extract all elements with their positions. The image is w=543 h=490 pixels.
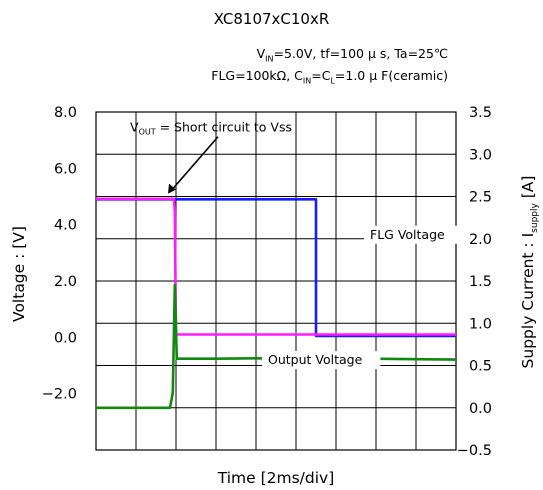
- right-tick-label: 2.5: [469, 190, 492, 206]
- annotation-label: Output Voltage: [268, 352, 363, 367]
- left-tick-label: 0.0: [54, 330, 77, 346]
- series-line-output-voltage: [96, 197, 456, 336]
- left-tick-label: 4.0: [54, 218, 77, 234]
- right-tick-label: 1.5: [469, 274, 492, 290]
- annotation-bg: [262, 351, 381, 370]
- left-tick-label: 2.0: [54, 274, 77, 290]
- annotation-bg: [364, 225, 460, 244]
- y-axis-label-left: Voltage : [V]: [10, 226, 28, 322]
- chart-title: XC8107xC10xR: [213, 10, 330, 28]
- left-tick-label: 6.0: [54, 161, 77, 177]
- test-conditions-line-2: FLG=100kΩ, CIN=CL=1.0 µ F(ceramic): [211, 68, 448, 86]
- right-tick-label: 0.5: [469, 359, 492, 375]
- right-tick-label: 3.5: [469, 105, 492, 121]
- test-conditions-line-1: VIN=5.0V, tf=100 µ s, Ta=25℃: [256, 46, 448, 64]
- right-tick-label: −0.5: [457, 443, 492, 459]
- left-tick-label: 8.0: [54, 105, 77, 121]
- plot-frame: [95, 111, 457, 451]
- annotation-label: VOUT = Short circuit to Vss: [130, 120, 292, 137]
- annotation-label: FLG Voltage: [370, 227, 445, 242]
- right-tick-label: 3.0: [469, 147, 492, 163]
- x-axis-label: Time [2ms/div]: [217, 469, 335, 487]
- right-tick-label: 2.0: [469, 232, 492, 248]
- series-line-supply-current: [96, 283, 457, 410]
- right-tick-label: 0.0: [469, 401, 492, 417]
- grid: [96, 112, 456, 450]
- annotation-arrow: [171, 136, 219, 191]
- series-line-flg-voltage: [96, 198, 456, 338]
- right-tick-label: 1.0: [469, 316, 492, 332]
- annotation-arrowhead: [168, 183, 176, 194]
- left-tick-label: −2.0: [42, 387, 77, 403]
- y-axis-label-right: Supply Current : Isupply [A]: [519, 176, 540, 369]
